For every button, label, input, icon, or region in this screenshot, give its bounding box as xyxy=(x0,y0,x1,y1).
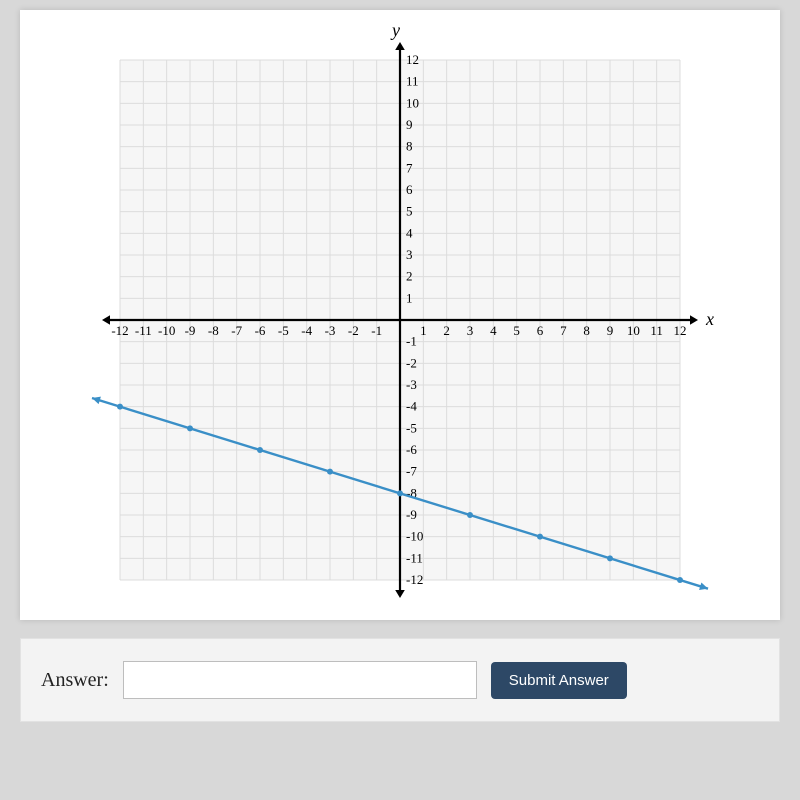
svg-text:-5: -5 xyxy=(406,420,417,435)
svg-text:9: 9 xyxy=(406,117,413,132)
svg-text:x: x xyxy=(705,309,714,329)
svg-text:5: 5 xyxy=(406,204,413,219)
svg-text:-6: -6 xyxy=(255,323,266,338)
svg-text:-9: -9 xyxy=(406,507,417,522)
svg-text:-3: -3 xyxy=(325,323,336,338)
svg-text:-10: -10 xyxy=(158,323,175,338)
svg-text:-10: -10 xyxy=(406,529,423,544)
svg-text:-3: -3 xyxy=(406,377,417,392)
svg-text:-9: -9 xyxy=(185,323,196,338)
svg-text:6: 6 xyxy=(537,323,544,338)
svg-text:5: 5 xyxy=(513,323,520,338)
answer-input[interactable] xyxy=(123,661,477,699)
svg-text:6: 6 xyxy=(406,182,413,197)
svg-text:9: 9 xyxy=(607,323,614,338)
svg-text:10: 10 xyxy=(406,95,419,110)
answer-label: Answer: xyxy=(41,669,109,692)
svg-text:2: 2 xyxy=(406,269,413,284)
svg-text:12: 12 xyxy=(674,323,687,338)
coordinate-graph: -12-11-10-9-8-7-6-5-4-3-2-11234567891011… xyxy=(80,20,720,620)
svg-text:-1: -1 xyxy=(406,334,417,349)
svg-text:-2: -2 xyxy=(348,323,359,338)
svg-text:-1: -1 xyxy=(371,323,382,338)
svg-text:-8: -8 xyxy=(208,323,219,338)
svg-text:1: 1 xyxy=(420,323,427,338)
svg-text:11: 11 xyxy=(650,323,663,338)
svg-text:7: 7 xyxy=(406,160,413,175)
svg-text:-4: -4 xyxy=(406,399,417,414)
svg-text:12: 12 xyxy=(406,52,419,67)
svg-text:-2: -2 xyxy=(406,355,417,370)
svg-text:y: y xyxy=(390,20,400,40)
svg-text:-4: -4 xyxy=(301,323,312,338)
svg-text:3: 3 xyxy=(406,247,413,262)
svg-text:-6: -6 xyxy=(406,442,417,457)
svg-text:8: 8 xyxy=(583,323,590,338)
svg-text:3: 3 xyxy=(467,323,474,338)
answer-bar: Answer: Submit Answer xyxy=(20,638,780,722)
svg-text:1: 1 xyxy=(406,290,413,305)
svg-text:4: 4 xyxy=(406,225,413,240)
svg-text:-5: -5 xyxy=(278,323,289,338)
svg-text:4: 4 xyxy=(490,323,497,338)
svg-text:-12: -12 xyxy=(111,323,128,338)
svg-text:-11: -11 xyxy=(135,323,152,338)
submit-answer-button[interactable]: Submit Answer xyxy=(491,662,627,699)
svg-text:-7: -7 xyxy=(231,323,242,338)
svg-text:7: 7 xyxy=(560,323,567,338)
svg-text:-11: -11 xyxy=(406,550,423,565)
svg-text:8: 8 xyxy=(406,139,413,154)
svg-text:11: 11 xyxy=(406,74,419,89)
worksheet-paper: -12-11-10-9-8-7-6-5-4-3-2-11234567891011… xyxy=(20,10,780,620)
svg-text:-12: -12 xyxy=(406,572,423,587)
chart-container: -12-11-10-9-8-7-6-5-4-3-2-11234567891011… xyxy=(20,20,780,620)
svg-text:10: 10 xyxy=(627,323,640,338)
svg-text:-7: -7 xyxy=(406,464,417,479)
svg-text:2: 2 xyxy=(443,323,450,338)
